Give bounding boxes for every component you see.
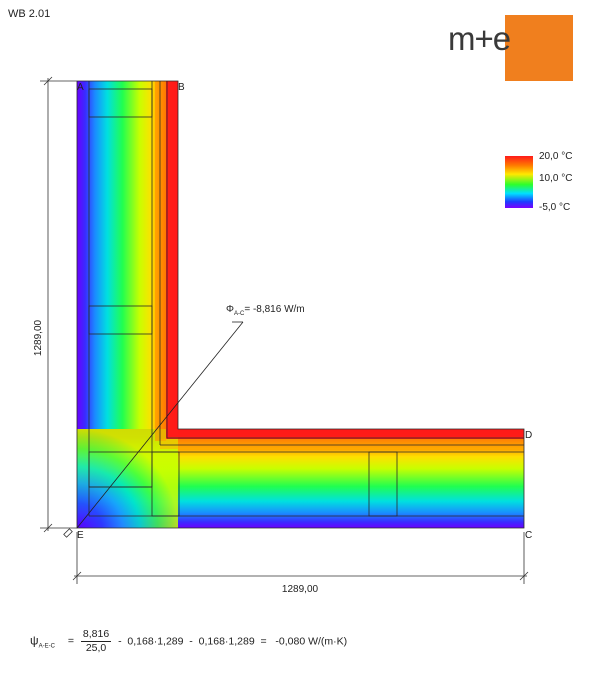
logo-orange-square: [505, 15, 573, 81]
heat-flow-line: [76, 321, 244, 529]
point-label-e: E: [77, 530, 84, 541]
legend-mid-label: 10,0 °C: [539, 173, 573, 184]
point-label-d: D: [525, 430, 532, 441]
fraction-numerator: 8,816: [80, 628, 112, 642]
formula-equals: =: [67, 635, 74, 648]
fraction-denominator: 25,0: [85, 642, 107, 654]
dimension-horizontal-label: 1289,00: [282, 584, 319, 595]
point-label-b: B: [178, 82, 185, 93]
point-label-a: A: [77, 82, 84, 93]
legend-max-label: 20,0 °C: [539, 151, 573, 162]
document-code: WB 2.01: [8, 8, 51, 20]
formula-rest: - 0,168·1,289 - 0,168·1,289 = -0,080 W/(…: [118, 635, 348, 648]
legend-min-label: -5,0 °C: [539, 202, 571, 213]
formula-fraction: 8,816 25,0: [80, 628, 112, 655]
temperature-color-scale: [505, 156, 533, 208]
brand-logo: m+e: [448, 20, 511, 57]
boundary-symbol: [63, 528, 73, 538]
psi-formula: ψA-E-C = 8,816 25,0 - 0,168·1,289 - 0,168…: [30, 628, 347, 655]
dimension-vertical-label: 1289,00: [33, 319, 44, 356]
psi-subscript: A-E-C: [38, 643, 55, 650]
psi-symbol: ψ: [30, 633, 39, 648]
heat-flow-label: ΦA-C= -8,816 W/m: [226, 304, 305, 317]
point-label-c: C: [525, 530, 532, 541]
dimension-lines: [40, 76, 529, 584]
